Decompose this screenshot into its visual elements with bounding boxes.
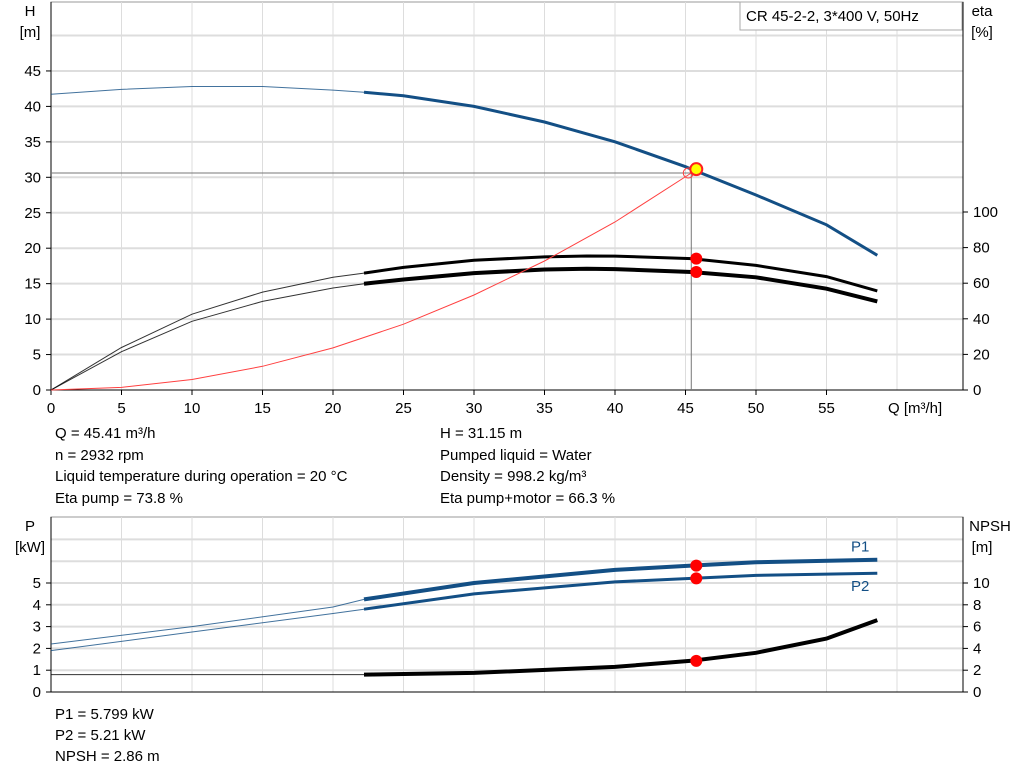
curve-0-0	[363, 90, 879, 257]
y-axis-unit-right: [m]	[972, 539, 993, 556]
chart-title: CR 45-2-2, 3*400 V, 50Hz	[746, 8, 919, 25]
y-axis-label-right: eta	[972, 3, 994, 20]
x-tick-label: 15	[254, 400, 271, 417]
info-liquid: Pumped liquid = Water	[440, 447, 592, 464]
legend-box	[739, 1, 963, 31]
curve-1-0	[363, 557, 878, 602]
y-tick-label-left: 35	[24, 134, 41, 151]
info-npsh: NPSH = 2.86 m	[55, 748, 160, 765]
y-tick-label-right: 60	[973, 275, 990, 292]
info-p2: P2 = 5.21 kW	[55, 727, 146, 744]
x-tick-label: 0	[47, 400, 55, 417]
y-tick-label-left: 3	[33, 619, 41, 636]
y-axis-unit-left: [m]	[20, 24, 41, 41]
info-n: n = 2932 rpm	[55, 447, 144, 464]
y-axis-label-right: NPSH	[969, 518, 1011, 535]
curve-thin-0-0	[50, 86, 365, 95]
y-tick-label-right: 20	[973, 346, 990, 363]
info-eta-total: Eta pump+motor = 66.3 %	[440, 490, 616, 507]
info-density: Density = 998.2 kg/m³	[440, 468, 587, 485]
y-tick-label-left: 30	[24, 169, 41, 186]
x-tick-label: 10	[184, 400, 201, 417]
y-tick-label-left: 10	[24, 311, 41, 328]
y-tick-label-left: 15	[24, 276, 41, 293]
system-curve	[50, 172, 692, 391]
power-point-marker	[690, 559, 703, 572]
series-label-P2: P2	[851, 578, 869, 595]
y-tick-label-right: 0	[973, 684, 981, 701]
y-tick-label-right: 4	[973, 640, 981, 657]
eta-point-marker	[690, 265, 703, 278]
y-tick-label-left: 0	[33, 382, 41, 399]
info-h: H = 31.15 m	[440, 425, 523, 442]
plot-area	[50, 1, 964, 391]
curve-thin-0-2	[50, 283, 365, 391]
info-eta-pump: Eta pump = 73.8 %	[55, 490, 183, 507]
info-p1: P1 = 5.799 kW	[55, 706, 154, 723]
y-tick-label-right: 40	[973, 311, 990, 328]
x-tick-label: 45	[677, 400, 694, 417]
y-tick-label-right: 6	[973, 619, 981, 636]
curve-thin-1-1	[50, 608, 365, 652]
y-tick-label-right: 10	[973, 575, 990, 592]
y-tick-label-left: 20	[24, 240, 41, 257]
y-axis-unit-right: [%]	[971, 24, 993, 41]
y-tick-label-left: 45	[24, 63, 41, 80]
duty-point-marker	[689, 162, 704, 177]
power-point-marker	[690, 572, 703, 585]
series-label-P1: P1	[851, 539, 869, 556]
y-tick-label-left: 5	[33, 347, 41, 364]
x-tick-label: 20	[325, 400, 342, 417]
eta-point-marker	[690, 252, 703, 265]
curve-thin-1-0	[50, 598, 365, 645]
y-tick-label-left: 5	[33, 575, 41, 592]
y-tick-label-right: 2	[973, 662, 981, 679]
info-q: Q = 45.41 m³/h	[55, 425, 156, 442]
y-tick-label-left: 1	[33, 662, 41, 679]
y-tick-label-right: 100	[973, 204, 998, 221]
y-axis-unit-left: [kW]	[15, 539, 45, 556]
y-tick-label-right: 80	[973, 240, 990, 257]
y-axis-label-left: P	[25, 518, 35, 535]
x-tick-label: 5	[117, 400, 125, 417]
x-tick-label: 50	[748, 400, 765, 417]
y-tick-label-left: 2	[33, 640, 41, 657]
x-tick-label: 25	[395, 400, 412, 417]
y-tick-label-left: 25	[24, 205, 41, 222]
y-tick-label-left: 40	[24, 98, 41, 115]
x-tick-label: 40	[607, 400, 624, 417]
x-axis-label: Q [m³/h]	[888, 400, 942, 417]
x-tick-label: 35	[536, 400, 553, 417]
y-axis-label-left: H	[25, 3, 36, 20]
y-tick-label-right: 0	[973, 382, 981, 399]
y-tick-label-right: 8	[973, 597, 981, 614]
curve-1-1	[363, 571, 878, 611]
x-tick-label: 55	[818, 400, 835, 417]
y-tick-label-left: 0	[33, 684, 41, 701]
info-temp: Liquid temperature during operation = 20…	[55, 468, 348, 485]
curve-thin-0-1	[50, 272, 365, 391]
x-tick-label: 30	[466, 400, 483, 417]
y-tick-label-left: 4	[33, 597, 41, 614]
curve-0-1	[363, 254, 878, 293]
curve-0-2	[363, 266, 878, 304]
power-point-marker	[690, 654, 703, 667]
